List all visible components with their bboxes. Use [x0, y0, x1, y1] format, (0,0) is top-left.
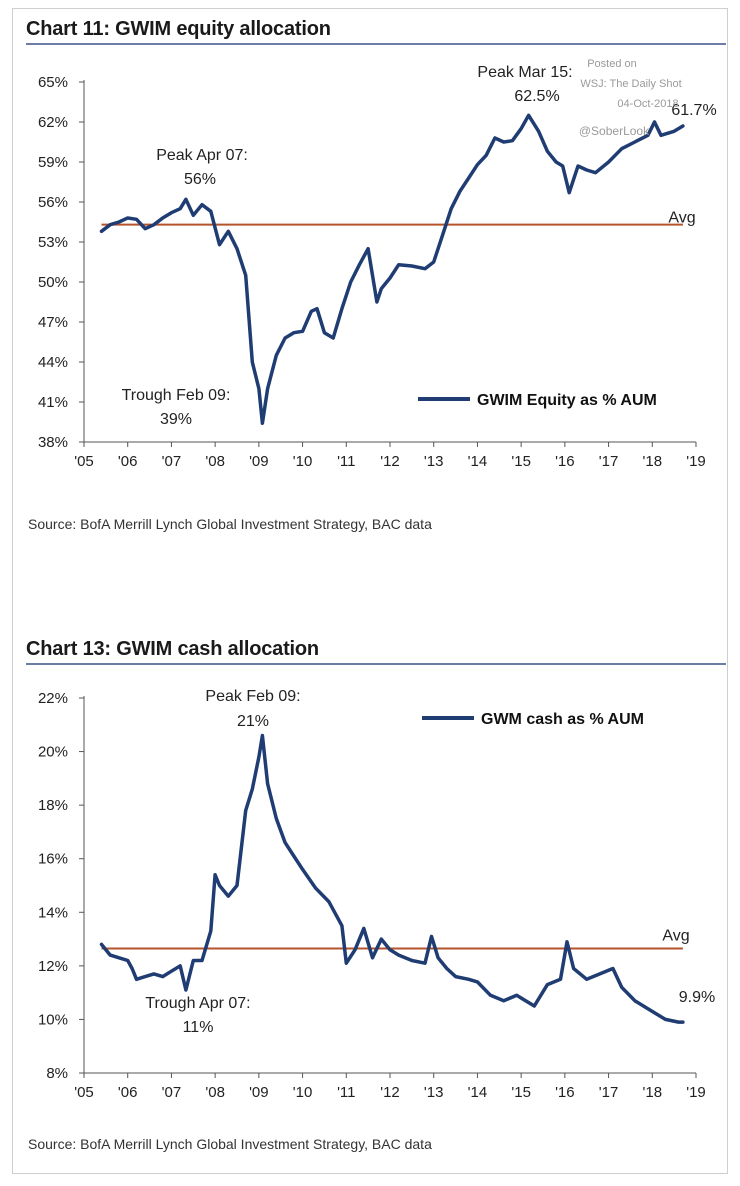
y-tick-label: 65%: [38, 74, 68, 91]
y-tick-label: 53%: [38, 234, 68, 251]
x-tick-label: '15: [511, 453, 531, 470]
chart-11-title: Chart 11: GWIM equity allocation: [26, 18, 331, 40]
peak-2015-label: Peak Mar 15:: [477, 64, 572, 81]
x-tick-label: '16: [555, 453, 575, 470]
watermark-line-2: WSJ: The Daily Shot: [580, 78, 681, 90]
x-tick-label: '19: [686, 453, 706, 470]
x-tick-label: '19: [686, 1084, 706, 1101]
x-tick-label: '06: [118, 453, 138, 470]
y-tick-label: 20%: [38, 744, 68, 761]
peak-2007-label: Peak Apr 07:: [156, 147, 248, 164]
x-tick-label: '15: [511, 1084, 531, 1101]
peak-2007-value: 56%: [184, 171, 216, 188]
x-tick-label: '06: [118, 1084, 138, 1101]
watermark-line-1: Posted on: [587, 58, 637, 70]
trough-2009-label: Trough Feb 09:: [122, 387, 231, 404]
x-tick-label: '18: [643, 453, 663, 470]
x-tick-label: '10: [293, 1084, 313, 1101]
x-tick-label: '16: [555, 1084, 575, 1101]
peak-2009-value: 21%: [237, 713, 269, 730]
x-tick-label: '05: [74, 453, 94, 470]
y-tick-label: 16%: [38, 851, 68, 868]
x-tick-label: '17: [599, 453, 619, 470]
peak-2015-value: 62.5%: [514, 88, 559, 105]
equity-allocation-chart: 38% 41% 44% 47% 50% 53% 56% 59% 62% 65% '05 '06 '07 '…: [38, 58, 717, 470]
last-value-label: 61.7%: [671, 102, 716, 119]
x-tick-label: '09: [249, 453, 269, 470]
x-tick-label: '13: [424, 1084, 444, 1101]
y-tick-label: 59%: [38, 154, 68, 171]
report-frame: [12, 8, 728, 1174]
x-tick-label: '08: [205, 1084, 225, 1101]
x-tick-label: '12: [380, 1084, 400, 1101]
x-tick-label: '08: [205, 453, 225, 470]
y-tick-label: 47%: [38, 314, 68, 331]
legend-label: GWIM Equity as % AUM: [477, 392, 657, 409]
avg-label: Avg: [662, 927, 689, 944]
x-tick-label: '11: [337, 1084, 355, 1101]
x-tick-label: '11: [337, 453, 355, 470]
y-tick-label: 62%: [38, 114, 68, 131]
x-tick-label: '13: [424, 453, 444, 470]
y-tick-label: 10%: [38, 1011, 68, 1028]
y-tick-label: 12%: [38, 958, 68, 975]
y-tick-label: 22%: [38, 690, 68, 707]
chart-11-source: Source: BofA Merrill Lynch Global Invest…: [28, 516, 432, 532]
y-tick-label: 41%: [38, 394, 68, 411]
series-line: [99, 113, 685, 426]
series-line: [99, 733, 685, 1024]
y-tick-label: 50%: [38, 274, 68, 291]
x-tick-label: '12: [380, 453, 400, 470]
chart-13-source: Source: BofA Merrill Lynch Global Invest…: [28, 1136, 432, 1152]
trough-2007-label: Trough Apr 07:: [145, 995, 250, 1012]
y-tick-label: 8%: [46, 1065, 68, 1082]
chart-11-title-rule: [26, 43, 726, 45]
x-tick-label: '10: [293, 453, 313, 470]
watermark-line-4: @SoberLook: [579, 124, 650, 138]
peak-2009-label: Peak Feb 09:: [205, 688, 300, 705]
trough-2007-value: 11%: [183, 1019, 214, 1036]
x-tick-label: '05: [74, 1084, 94, 1101]
x-tick-label: '17: [599, 1084, 619, 1101]
y-tick-label: 18%: [38, 797, 68, 814]
legend-label: GWM cash as % AUM: [481, 711, 644, 728]
last-value-label: 9.9%: [679, 989, 715, 1006]
chart-13-title: Chart 13: GWIM cash allocation: [26, 638, 319, 660]
trough-2009-value: 39%: [160, 411, 192, 428]
x-tick-label: '14: [468, 1084, 488, 1101]
x-tick-label: '07: [162, 1084, 182, 1101]
y-tick-label: 38%: [38, 434, 68, 451]
x-tick-label: '09: [249, 1084, 269, 1101]
x-tick-label: '14: [468, 453, 488, 470]
chart-13-title-rule: [26, 663, 726, 665]
y-tick-label: 44%: [38, 354, 68, 371]
x-tick-label: '07: [162, 453, 182, 470]
avg-label: Avg: [668, 210, 695, 227]
watermark-line-3: 04-Oct-2018: [617, 98, 678, 110]
y-tick-label: 56%: [38, 194, 68, 211]
x-tick-label: '18: [643, 1084, 663, 1101]
y-tick-label: 14%: [38, 904, 68, 921]
